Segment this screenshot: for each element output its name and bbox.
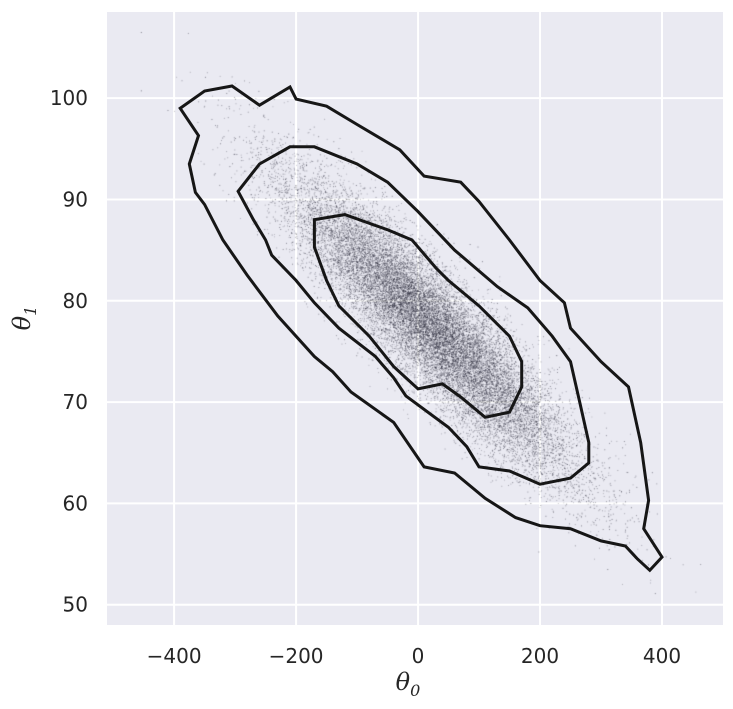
y-tick-labels: 50 60 70 80 90 100 (50, 86, 88, 617)
y-tick-label: 80 (63, 289, 88, 313)
contour-inner (312, 213, 524, 419)
x-tick-label: 200 (521, 644, 559, 668)
scatter-cloud (107, 12, 723, 625)
x-tick-label: −200 (269, 644, 324, 668)
contours (178, 84, 664, 573)
y-tick-label: 90 (63, 187, 88, 211)
contour-outer (178, 84, 664, 573)
contour-middle (236, 145, 591, 486)
x-tick-label: −400 (147, 644, 202, 668)
y-tick-label: 100 (50, 86, 88, 110)
y-tick-label: 50 (63, 593, 88, 617)
y-tick-label: 60 (63, 491, 88, 515)
x-axis-label: θ0 (396, 668, 421, 700)
x-tick-label: 400 (643, 644, 681, 668)
scatter-points (107, 12, 723, 625)
x-tick-labels: −400 −200 0 200 400 (147, 644, 681, 668)
y-tick-label: 70 (63, 390, 88, 414)
y-axis-label: θ1 (8, 306, 40, 331)
x-tick-label: 0 (412, 644, 425, 668)
